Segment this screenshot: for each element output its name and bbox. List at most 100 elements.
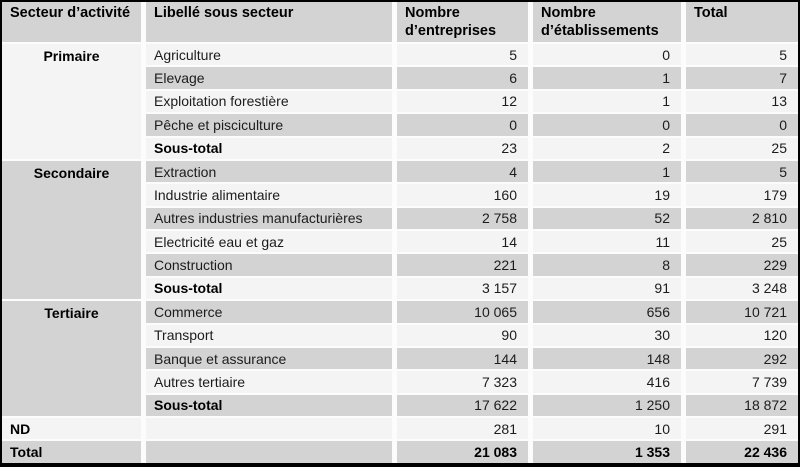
table-row: Tertiaire Commerce 10 065 656 10 721 [2, 299, 798, 416]
establishments-value: 2 [533, 135, 686, 159]
establishments-value: 0 [533, 112, 686, 136]
total-value: 2 810 [686, 205, 798, 229]
column-header-sub-sector: Libellé sous secteur [146, 2, 397, 42]
total-value: 229 [686, 252, 798, 276]
subsector-label: Construction [146, 252, 397, 276]
total-value: 3 248 [686, 275, 798, 300]
subsector-label: Agriculture [146, 42, 397, 66]
column-header-total: Total [686, 2, 798, 42]
column-header-establishments: Nombre d’établissements [533, 2, 686, 42]
enterprises-value: 14 [397, 229, 533, 253]
subsector-label: Elevage [146, 65, 397, 89]
total-value: 13 [686, 88, 798, 113]
sector-cell-nd: ND [2, 416, 146, 440]
enterprises-value: 221 [397, 252, 533, 276]
sector-cell-total: Total [2, 439, 146, 463]
establishments-value: 1 [533, 65, 686, 89]
enterprises-value: 21 083 [397, 439, 533, 463]
table-row: Elevage 6 1 7 [2, 65, 798, 89]
table-row: Sous-total 23 2 25 [2, 135, 798, 159]
table-row: Total 21 083 1 353 22 436 [2, 439, 798, 463]
header-row: Secteur d’activité Libellé sous secteur … [2, 2, 798, 42]
establishments-value: 656 [533, 299, 686, 323]
subsector-label: Electricité eau et gaz [146, 229, 397, 253]
table-header: Secteur d’activité Libellé sous secteur … [2, 2, 798, 42]
enterprises-value: 0 [397, 112, 533, 136]
table-row: Banque et assurance 144 148 292 [2, 345, 798, 370]
table-row: Construction 221 8 229 [2, 252, 798, 276]
subsector-label: Exploitation forestière [146, 88, 397, 113]
establishments-value: 1 353 [533, 439, 686, 463]
enterprises-value: 17 622 [397, 392, 533, 416]
table-row: Electricité eau et gaz 14 11 25 [2, 229, 798, 253]
enterprises-value: 10 065 [397, 299, 533, 323]
total-value: 5 [686, 158, 798, 183]
table-row: Autres tertiaire 7 323 416 7 739 [2, 369, 798, 393]
column-header-enterprises: Nombre d’entreprises [397, 2, 533, 42]
subsector-label-empty [146, 439, 397, 463]
sector-cell-tertiaire: Tertiaire [2, 299, 146, 416]
establishments-value: 148 [533, 345, 686, 370]
sector-cell-secondaire: Secondaire [2, 158, 146, 300]
establishments-value: 416 [533, 369, 686, 393]
establishments-value: 1 250 [533, 392, 686, 416]
enterprises-value: 281 [397, 416, 533, 440]
establishments-value: 8 [533, 252, 686, 276]
establishments-value: 1 [533, 158, 686, 183]
total-value: 25 [686, 229, 798, 253]
subsector-label: Extraction [146, 158, 397, 183]
subsector-label: Commerce [146, 299, 397, 323]
table-row: Industrie alimentaire 160 19 179 [2, 182, 798, 206]
subsector-label: Sous-total [146, 275, 397, 300]
subsector-label: Sous-total [146, 135, 397, 159]
total-value: 5 [686, 42, 798, 66]
establishments-value: 30 [533, 322, 686, 346]
total-value: 25 [686, 135, 798, 159]
enterprises-value: 4 [397, 158, 533, 183]
table-row: Primaire Agriculture 5 0 5 [2, 42, 798, 159]
subsector-label: Sous-total [146, 392, 397, 416]
table-row: Sous-total 3 157 91 3 248 [2, 275, 798, 300]
enterprises-value: 6 [397, 65, 533, 89]
total-value: 22 436 [686, 439, 798, 463]
total-value: 0 [686, 112, 798, 136]
total-value: 292 [686, 345, 798, 370]
sector-cell-primaire: Primaire [2, 42, 146, 159]
table-row: Autres industries manufacturières 2 758 52… [2, 205, 798, 229]
enterprises-value: 12 [397, 88, 533, 113]
total-value: 7 [686, 65, 798, 89]
table-row: Transport 90 30 120 [2, 322, 798, 346]
establishments-value: 0 [533, 42, 686, 66]
enterprises-value: 90 [397, 322, 533, 346]
table-body: Primaire Agriculture 5 0 5 Elevage 6 1 7 Exploita… [2, 42, 798, 463]
table-row: Secondaire Extraction 4 1 5 [2, 158, 798, 300]
total-value: 179 [686, 182, 798, 206]
establishments-value: 1 [533, 88, 686, 113]
establishments-value: 52 [533, 205, 686, 229]
total-value: 18 872 [686, 392, 798, 416]
establishments-value: 91 [533, 275, 686, 300]
total-value: 120 [686, 322, 798, 346]
enterprises-value: 2 758 [397, 205, 533, 229]
table-row: Exploitation forestière 12 1 13 [2, 88, 798, 113]
subsector-label: Pêche et pisciculture [146, 112, 397, 136]
enterprises-value: 23 [397, 135, 533, 159]
establishments-value: 11 [533, 229, 686, 253]
enterprises-value: 3 157 [397, 275, 533, 300]
enterprises-value: 7 323 [397, 369, 533, 393]
subsector-label: Banque et assurance [146, 345, 397, 370]
enterprises-value: 160 [397, 182, 533, 206]
subsector-label: Industrie alimentaire [146, 182, 397, 206]
subsector-label: Autres tertiaire [146, 369, 397, 393]
subsector-label: Transport [146, 322, 397, 346]
establishments-value: 10 [533, 416, 686, 440]
enterprises-value: 144 [397, 345, 533, 370]
total-value: 10 721 [686, 299, 798, 323]
establishments-value: 19 [533, 182, 686, 206]
table-row: ND 281 10 291 [2, 416, 798, 440]
table-row: Pêche et pisciculture 0 0 0 [2, 112, 798, 136]
column-header-sector: Secteur d’activité [2, 2, 146, 42]
subsector-label: Autres industries manufacturières [146, 205, 397, 229]
